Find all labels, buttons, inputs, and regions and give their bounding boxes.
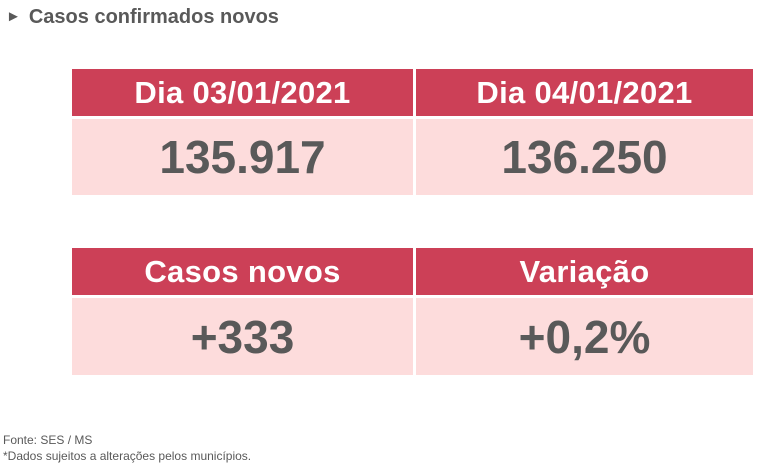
variation-value: +0,2% <box>416 298 753 375</box>
disclaimer-note: *Dados sujeitos a alterações pelos munic… <box>3 449 252 463</box>
header-variation: Variação <box>416 248 753 295</box>
change-table: Casos novos Variação +333 +0,2% <box>72 248 753 375</box>
footer: Fonte: SES / MS *Dados sujeitos a altera… <box>3 432 251 464</box>
header-new-cases: Casos novos <box>72 248 413 295</box>
title-text: Casos confirmados novos <box>28 6 279 28</box>
total-cases-date-1: 135.917 <box>72 119 413 195</box>
new-cases-value: +333 <box>72 298 413 375</box>
total-cases-date-2: 136.250 <box>416 119 753 195</box>
header-date-2: Dia 04/01/2021 <box>416 69 753 116</box>
source-note: Fonte: SES / MS <box>3 433 93 447</box>
triangle-right-icon: ► <box>6 8 21 25</box>
totals-table: Dia 03/01/2021 Dia 04/01/2021 135.917 13… <box>72 69 753 195</box>
page-title: ► Casos confirmados novos <box>6 5 279 29</box>
header-date-1: Dia 03/01/2021 <box>72 69 413 116</box>
